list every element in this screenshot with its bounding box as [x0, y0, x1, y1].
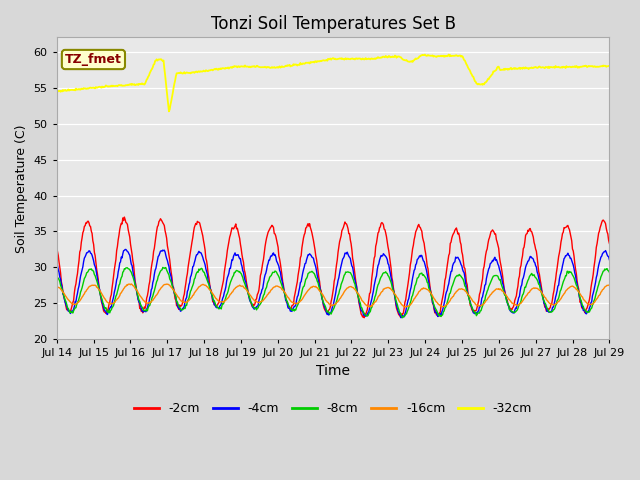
-2cm — [360, 315, 368, 321]
-32cm — [177, 70, 184, 75]
-32cm — [445, 52, 452, 58]
-4cm — [605, 257, 613, 263]
-8cm — [63, 301, 70, 307]
Line: -16cm: -16cm — [57, 284, 609, 307]
Legend: -2cm, -4cm, -8cm, -16cm, -32cm: -2cm, -4cm, -8cm, -16cm, -32cm — [129, 397, 537, 420]
-2cm — [53, 245, 61, 251]
-4cm — [402, 309, 410, 314]
-2cm — [402, 297, 410, 303]
-2cm — [418, 228, 426, 234]
Line: -2cm: -2cm — [57, 217, 609, 318]
-8cm — [206, 286, 214, 291]
Text: TZ_fmet: TZ_fmet — [65, 53, 122, 66]
-2cm — [120, 214, 128, 220]
-32cm — [53, 88, 61, 94]
-4cm — [63, 303, 70, 309]
-8cm — [605, 269, 613, 275]
-16cm — [63, 295, 70, 300]
-32cm — [120, 83, 127, 89]
-2cm — [206, 281, 214, 287]
Line: -32cm: -32cm — [57, 55, 609, 111]
-8cm — [177, 306, 184, 312]
-4cm — [53, 262, 61, 267]
-2cm — [177, 303, 184, 309]
Title: Tonzi Soil Temperatures Set B: Tonzi Soil Temperatures Set B — [211, 15, 456, 33]
-8cm — [399, 315, 406, 321]
-2cm — [63, 307, 70, 312]
-16cm — [177, 297, 184, 303]
-8cm — [159, 264, 166, 270]
-16cm — [418, 286, 426, 292]
-16cm — [402, 304, 410, 310]
-32cm — [401, 58, 409, 63]
-16cm — [53, 284, 61, 289]
Y-axis label: Soil Temperature (C): Soil Temperature (C) — [15, 124, 28, 252]
-32cm — [165, 108, 173, 114]
-16cm — [120, 286, 127, 292]
-16cm — [206, 287, 214, 292]
-2cm — [120, 218, 127, 224]
-8cm — [402, 312, 410, 317]
-16cm — [127, 281, 135, 287]
Line: -8cm: -8cm — [57, 267, 609, 318]
-2cm — [605, 240, 613, 246]
-8cm — [418, 270, 426, 276]
-4cm — [120, 248, 127, 253]
-4cm — [122, 247, 130, 252]
-16cm — [605, 282, 613, 288]
-32cm — [63, 88, 70, 94]
-32cm — [206, 68, 214, 73]
-4cm — [418, 253, 426, 259]
-32cm — [417, 53, 425, 59]
-4cm — [177, 308, 184, 314]
-4cm — [397, 315, 405, 321]
-8cm — [53, 272, 61, 278]
-32cm — [605, 63, 613, 69]
Line: -4cm: -4cm — [57, 250, 609, 318]
-4cm — [206, 283, 214, 289]
-16cm — [401, 304, 409, 310]
-8cm — [120, 268, 127, 274]
X-axis label: Time: Time — [316, 364, 350, 378]
